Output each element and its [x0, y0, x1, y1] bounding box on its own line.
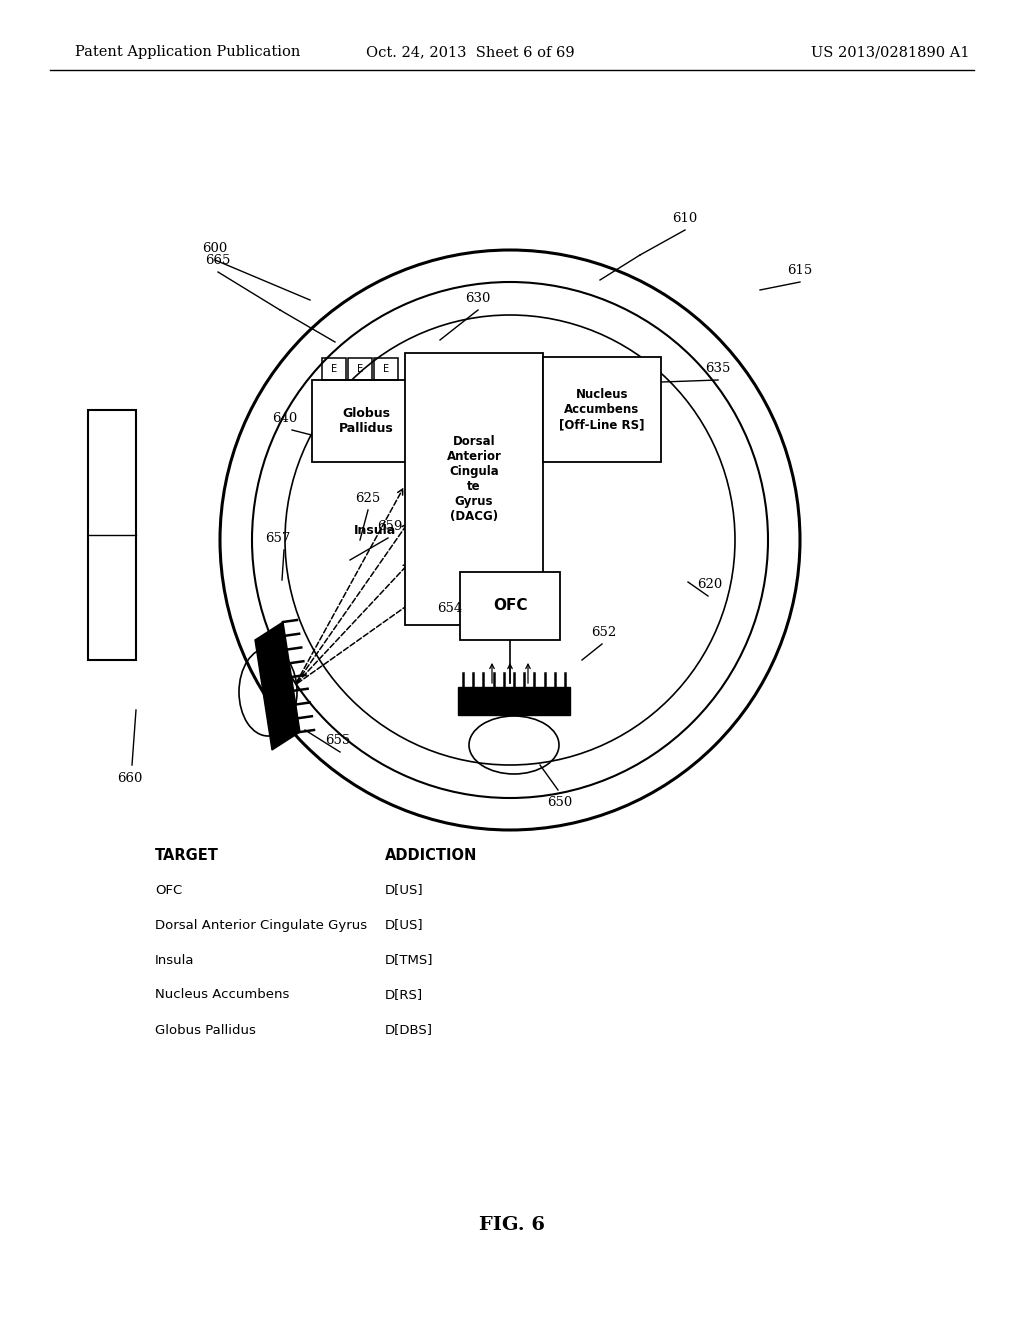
Text: ADDICTION: ADDICTION [385, 847, 477, 862]
Text: D[DBS]: D[DBS] [385, 1023, 433, 1036]
Polygon shape [255, 622, 300, 750]
Text: 635: 635 [706, 362, 731, 375]
Text: FIG. 6: FIG. 6 [479, 1216, 545, 1234]
Text: Insula: Insula [155, 953, 195, 966]
Text: 665: 665 [206, 253, 230, 267]
Text: D[US]: D[US] [385, 919, 424, 932]
Text: 640: 640 [272, 412, 298, 425]
Text: Globus
Pallidus: Globus Pallidus [339, 407, 393, 436]
Text: D[US]: D[US] [385, 883, 424, 896]
Text: 654: 654 [437, 602, 463, 615]
Text: 660: 660 [118, 771, 142, 784]
Text: OFC: OFC [155, 883, 182, 896]
Text: TARGET: TARGET [155, 847, 219, 862]
Text: 615: 615 [787, 264, 813, 276]
Text: 650: 650 [548, 796, 572, 808]
Text: E: E [331, 364, 337, 374]
Text: Nucleus Accumbens: Nucleus Accumbens [155, 989, 290, 1002]
Text: Oct. 24, 2013  Sheet 6 of 69: Oct. 24, 2013 Sheet 6 of 69 [366, 45, 574, 59]
Text: 625: 625 [355, 491, 381, 504]
FancyBboxPatch shape [88, 411, 136, 660]
Text: Dorsal Anterior Cingulate Gyrus: Dorsal Anterior Cingulate Gyrus [155, 919, 368, 932]
FancyBboxPatch shape [406, 352, 543, 624]
Text: D[TMS]: D[TMS] [385, 953, 433, 966]
FancyBboxPatch shape [460, 572, 560, 640]
Text: E: E [383, 364, 389, 374]
FancyBboxPatch shape [458, 686, 570, 715]
Text: 655: 655 [326, 734, 350, 747]
Text: 600: 600 [203, 242, 227, 255]
Text: Nucleus
Accumbens
[Off-Line RS]: Nucleus Accumbens [Off-Line RS] [559, 388, 645, 432]
Text: 659: 659 [377, 520, 402, 532]
Text: Patent Application Publication: Patent Application Publication [75, 45, 300, 59]
Text: 652: 652 [592, 626, 616, 639]
Text: D[RS]: D[RS] [385, 989, 423, 1002]
Text: 657: 657 [265, 532, 291, 544]
Text: Insula: Insula [354, 524, 396, 536]
Text: Globus Pallidus: Globus Pallidus [155, 1023, 256, 1036]
Text: Dorsal
Anterior
Cingula
te
Gyrus
(DACG): Dorsal Anterior Cingula te Gyrus (DACG) [446, 436, 502, 523]
Text: OFC: OFC [493, 598, 527, 614]
FancyBboxPatch shape [312, 380, 420, 462]
Text: 610: 610 [673, 211, 697, 224]
FancyBboxPatch shape [543, 356, 662, 462]
Text: US 2013/0281890 A1: US 2013/0281890 A1 [811, 45, 970, 59]
Text: 620: 620 [697, 578, 723, 590]
Text: 630: 630 [465, 292, 490, 305]
Text: E: E [357, 364, 364, 374]
